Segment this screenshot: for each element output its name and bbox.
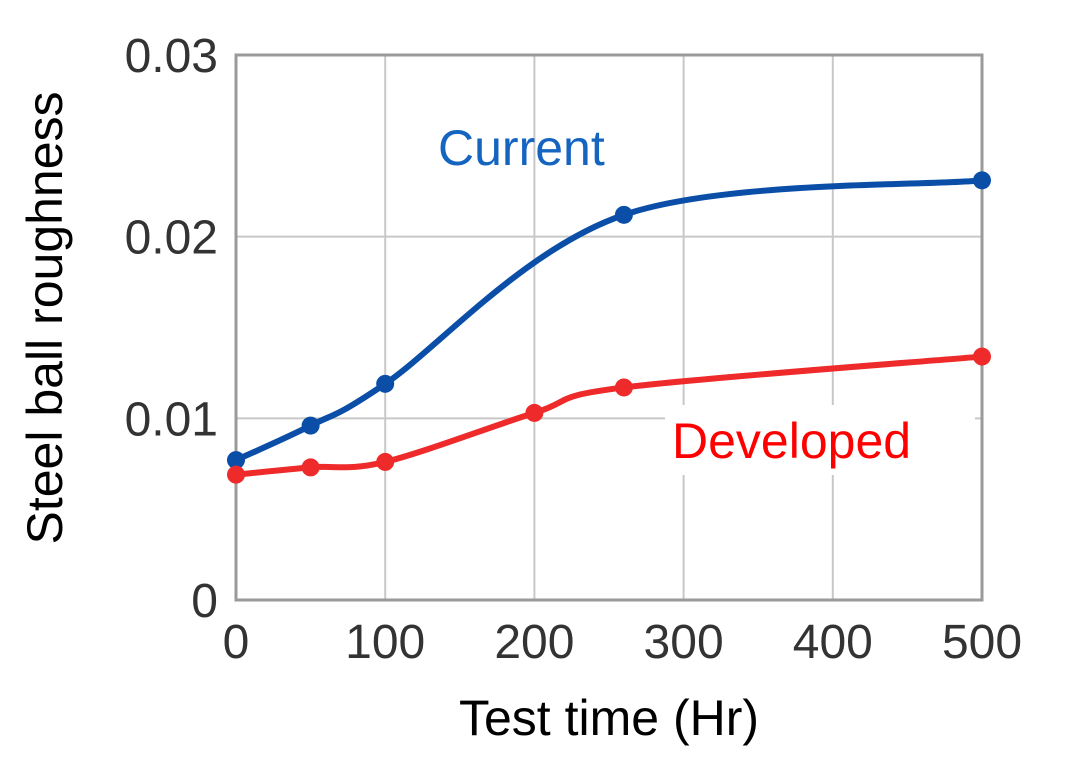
x-tick-label: 100: [345, 616, 425, 669]
x-axis-label: Test time (Hr): [459, 690, 759, 746]
data-point-current: [973, 171, 991, 190]
series-label-developed-background: [665, 405, 975, 475]
x-tick-label: 0: [223, 616, 250, 669]
data-point-current: [614, 205, 633, 224]
data-point-current: [227, 451, 245, 470]
data-point-developed: [973, 347, 991, 366]
y-tick-labels: 0 0.01 0.02 0.03: [125, 30, 218, 628]
data-point-developed: [614, 378, 633, 397]
plot-frame: [234, 53, 984, 602]
x-tick-label: 400: [793, 616, 873, 669]
y-tick-label: 0: [191, 575, 218, 628]
y-axis-label: Steel ball roughness: [17, 91, 73, 544]
series-label-current: Current: [438, 120, 605, 176]
grid: [236, 55, 982, 600]
x-tick-label: 200: [494, 616, 574, 669]
data-point-developed: [525, 403, 544, 422]
data-point-developed: [227, 465, 245, 484]
y-tick-label: 0.01: [125, 393, 218, 446]
data-point-developed: [301, 458, 320, 477]
series: [227, 171, 991, 484]
y-tick-label: 0.03: [125, 30, 218, 83]
x-tick-label: 300: [644, 616, 724, 669]
data-point-developed: [376, 452, 395, 471]
data-point-current: [301, 416, 320, 435]
x-tick-labels: 0 100 200 300 400 500: [223, 616, 1022, 669]
x-tick-label: 500: [942, 616, 1022, 669]
data-point-current: [376, 374, 395, 393]
series-label-developed: Developed: [672, 413, 911, 469]
y-tick-label: 0.02: [125, 212, 218, 265]
